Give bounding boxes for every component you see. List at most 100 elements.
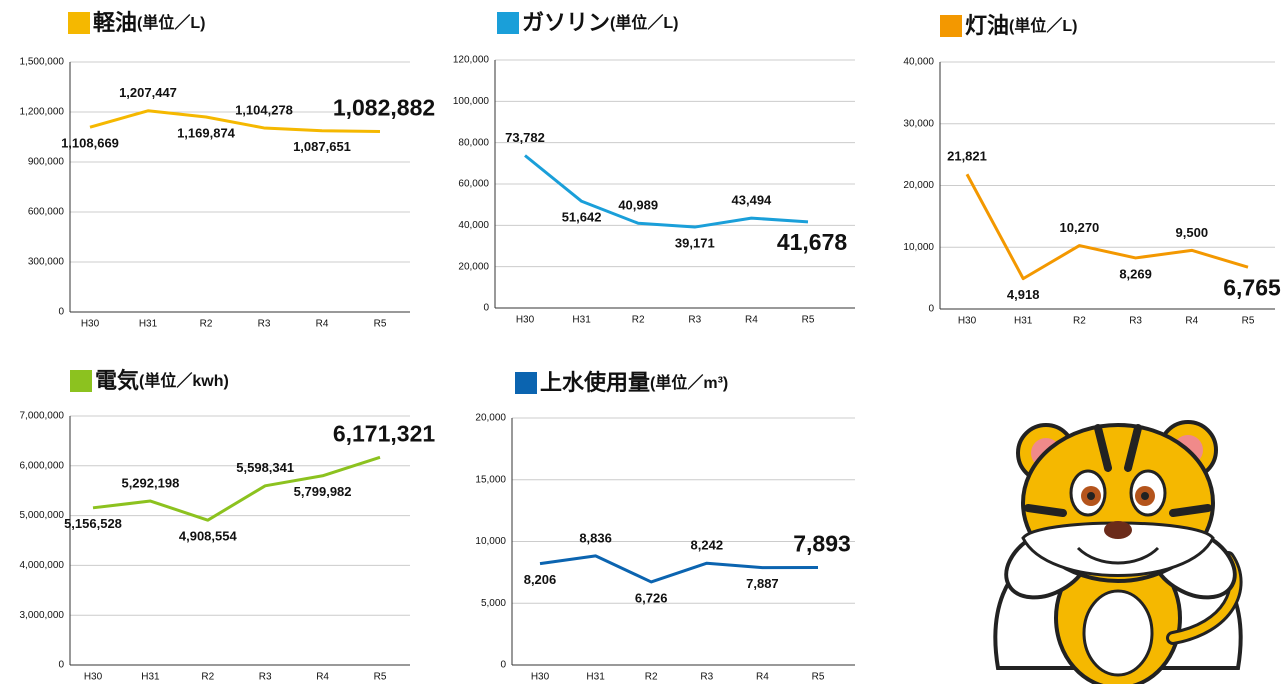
- y-tick-label: 120,000: [453, 55, 490, 66]
- x-tick-label: H31: [139, 319, 158, 330]
- x-tick-label: R5: [802, 315, 815, 326]
- title-swatch: [70, 370, 92, 392]
- chart-title: 軽油(単位／L): [93, 10, 205, 35]
- x-tick-label: R5: [812, 672, 825, 683]
- y-tick-label: 300,000: [28, 257, 65, 268]
- y-tick-label: 40,000: [458, 220, 489, 231]
- y-tick-label: 0: [58, 307, 64, 318]
- y-tick-label: 5,000,000: [20, 510, 65, 521]
- value-label: 39,171: [675, 235, 715, 250]
- y-tick-label: 0: [58, 660, 64, 671]
- x-tick-label: H30: [84, 672, 103, 683]
- title-text: 軽油: [93, 10, 137, 35]
- value-label-latest: 7,893: [793, 531, 851, 557]
- y-tick-label: 900,000: [28, 157, 65, 168]
- y-tick-label: 0: [483, 303, 489, 314]
- value-label: 1,087,651: [293, 139, 351, 154]
- title-text: ガソリン: [522, 10, 610, 35]
- y-tick-label: 3,000,000: [20, 610, 65, 621]
- chart-title: 電気(単位／kwh): [95, 368, 229, 393]
- value-label-latest: 41,678: [777, 229, 848, 255]
- value-label: 1,104,278: [235, 102, 293, 117]
- value-label: 9,500: [1176, 225, 1209, 240]
- x-tick-label: R3: [259, 672, 272, 683]
- y-tick-label: 4,000,000: [20, 560, 65, 571]
- y-tick-label: 20,000: [475, 413, 506, 424]
- x-tick-label: H31: [586, 672, 605, 683]
- x-tick-label: R5: [1242, 316, 1255, 327]
- value-label: 40,989: [618, 198, 658, 213]
- title-swatch: [940, 15, 962, 37]
- x-tick-label: H31: [141, 672, 160, 683]
- chart-page: 軽油(単位／L)0300,000600,000900,0001,200,0001…: [0, 0, 1281, 684]
- chart-title: 灯油(単位／L): [965, 13, 1077, 38]
- y-tick-label: 30,000: [903, 118, 934, 129]
- x-tick-label: R4: [316, 672, 329, 683]
- value-label: 8,242: [691, 538, 724, 553]
- value-label: 4,908,554: [179, 529, 238, 544]
- x-tick-label: R4: [745, 315, 758, 326]
- value-label: 10,270: [1060, 220, 1100, 235]
- y-tick-label: 20,000: [903, 180, 934, 191]
- chart-title: 上水使用量(単位／m³): [540, 370, 728, 395]
- y-tick-label: 1,200,000: [20, 107, 65, 118]
- y-tick-label: 6,000,000: [20, 460, 65, 471]
- value-label: 1,108,669: [61, 136, 119, 151]
- y-tick-label: 10,000: [903, 242, 934, 253]
- x-tick-label: R4: [756, 672, 769, 683]
- title-unit: (単位／L): [1009, 16, 1077, 35]
- value-label: 5,598,341: [236, 460, 294, 475]
- y-tick-label: 0: [500, 660, 506, 671]
- y-tick-label: 40,000: [903, 57, 934, 68]
- value-label: 1,169,874: [177, 125, 236, 140]
- y-tick-label: 7,000,000: [20, 411, 65, 422]
- title-swatch: [515, 372, 537, 394]
- value-label-latest: 6,171,321: [333, 420, 436, 446]
- y-tick-label: 600,000: [28, 207, 65, 218]
- title-unit: (単位／kwh): [139, 371, 229, 390]
- x-tick-label: R3: [258, 319, 271, 330]
- value-label: 8,836: [579, 530, 612, 545]
- title-unit: (単位／L): [137, 13, 205, 32]
- y-tick-label: 20,000: [458, 261, 489, 272]
- x-tick-label: R4: [316, 319, 329, 330]
- x-tick-label: R2: [1073, 316, 1086, 327]
- x-tick-label: R2: [632, 315, 645, 326]
- y-tick-label: 0: [928, 304, 934, 315]
- x-tick-label: R3: [1129, 316, 1142, 327]
- title-text: 灯油: [965, 13, 1009, 38]
- value-label: 4,918: [1007, 287, 1040, 302]
- value-label: 73,782: [505, 130, 545, 145]
- value-label-latest: 6,765: [1223, 274, 1281, 300]
- y-tick-label: 15,000: [475, 474, 506, 485]
- title-unit: (単位／m³): [650, 373, 728, 392]
- x-tick-label: R2: [200, 319, 213, 330]
- chart-title: ガソリン(単位／L): [522, 10, 678, 35]
- x-tick-label: R3: [688, 315, 701, 326]
- y-tick-label: 80,000: [458, 137, 489, 148]
- x-tick-label: R5: [374, 672, 387, 683]
- value-label: 8,269: [1119, 266, 1152, 281]
- value-label-latest: 1,082,882: [333, 95, 435, 121]
- value-label: 6,726: [635, 590, 668, 605]
- value-label: 5,292,198: [121, 475, 179, 490]
- x-tick-label: H31: [1014, 316, 1033, 327]
- x-tick-label: R4: [1185, 316, 1198, 327]
- value-label: 8,206: [524, 572, 557, 587]
- title-swatch: [68, 12, 90, 34]
- title-swatch: [497, 12, 519, 34]
- x-tick-label: H30: [516, 315, 535, 326]
- value-label: 43,494: [732, 193, 773, 208]
- value-label: 1,207,447: [119, 85, 177, 100]
- mascot: [994, 422, 1247, 684]
- x-tick-label: H30: [958, 316, 977, 327]
- value-label: 21,821: [947, 149, 987, 164]
- x-tick-label: R2: [201, 672, 214, 683]
- title-text: 電気: [95, 368, 139, 393]
- title-unit: (単位／L): [610, 13, 678, 32]
- y-tick-label: 10,000: [475, 536, 506, 547]
- y-tick-label: 5,000: [481, 598, 506, 609]
- x-tick-label: R3: [700, 672, 713, 683]
- title-text: 上水使用量: [540, 370, 650, 395]
- value-label: 7,887: [746, 576, 779, 591]
